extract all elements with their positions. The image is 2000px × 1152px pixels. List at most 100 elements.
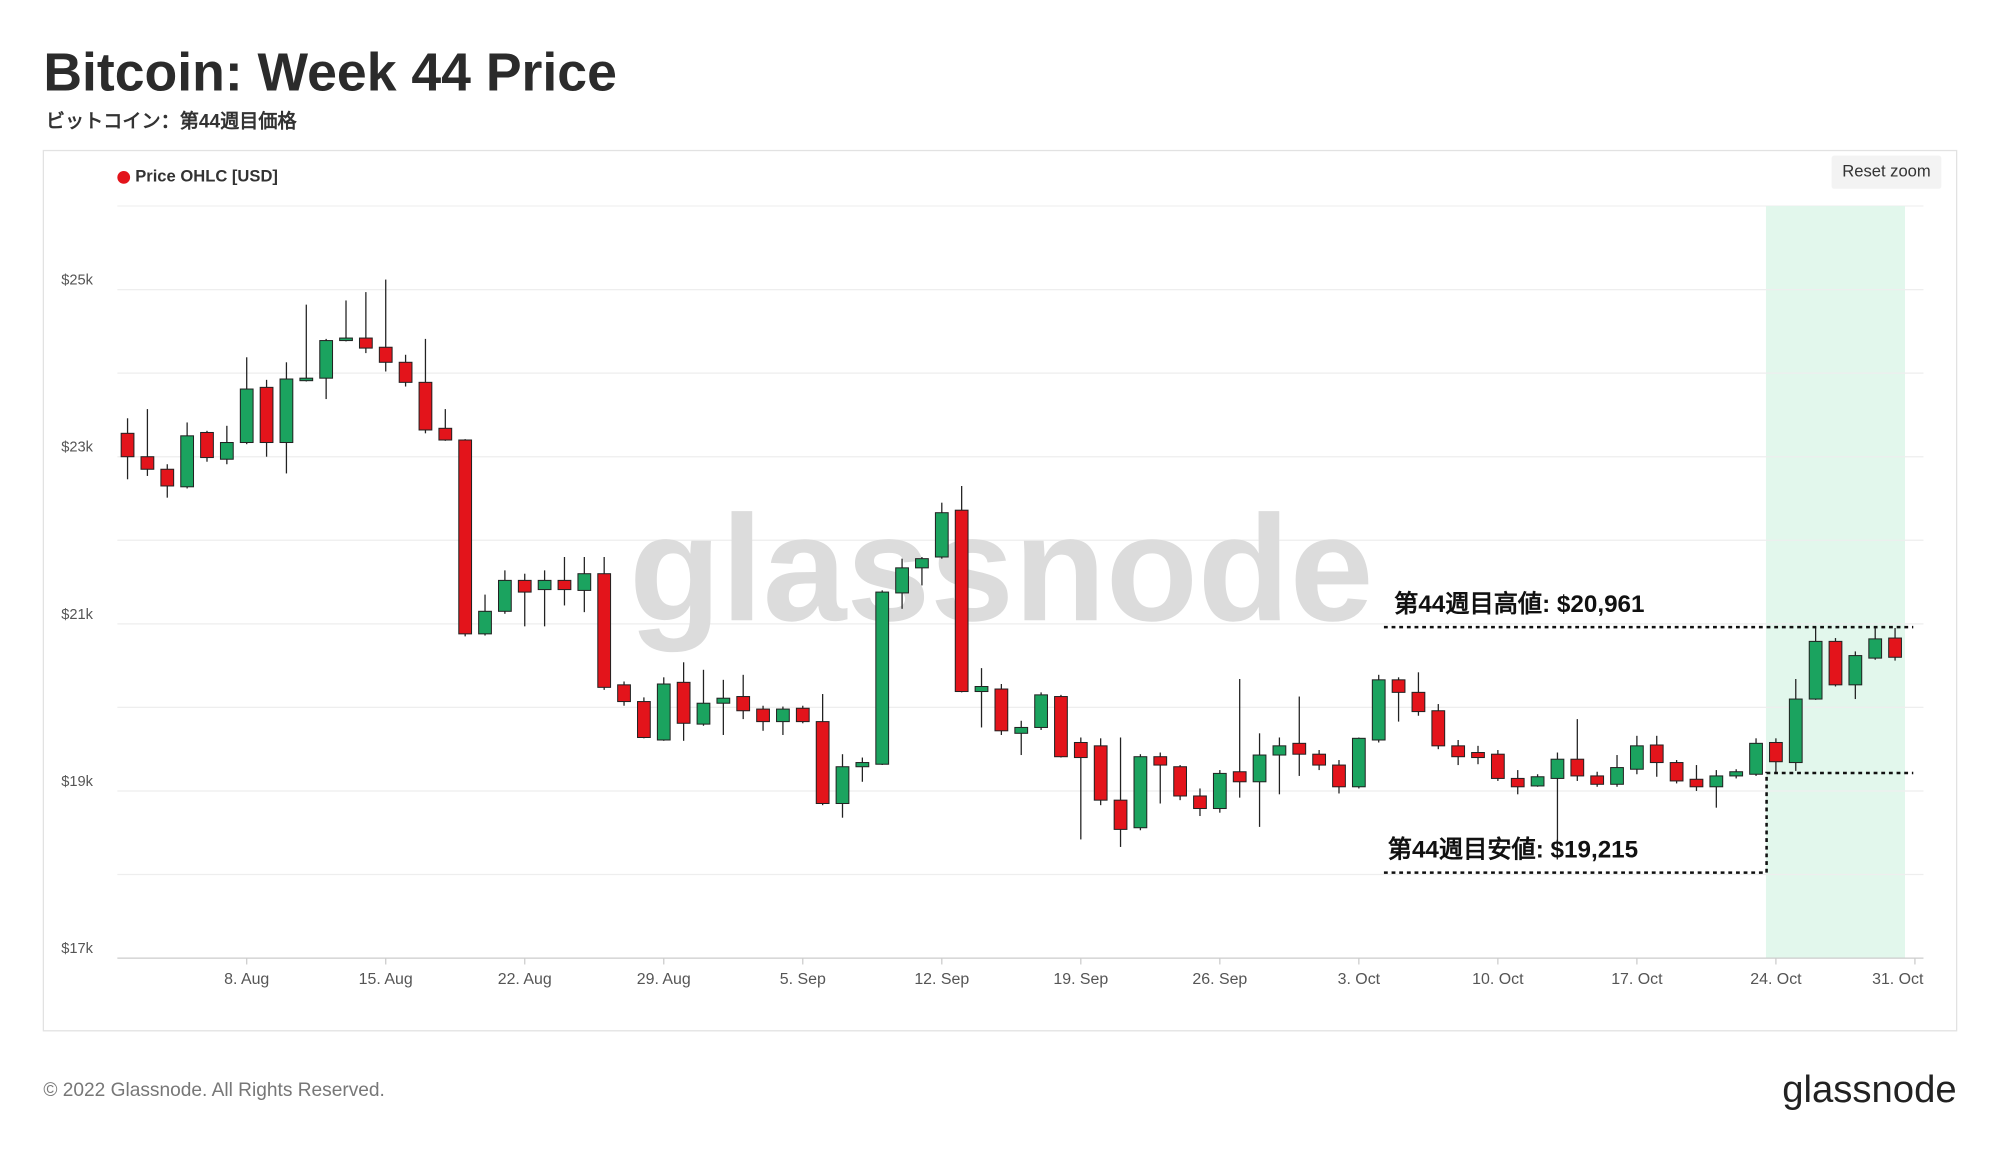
x-tick-label: 10. Oct <box>1472 971 1524 988</box>
x-tick-label: 15. Aug <box>359 971 413 988</box>
candle-body <box>1113 799 1128 830</box>
candle-body <box>597 573 612 688</box>
chart-title: Bitcoin: Week 44 Price <box>43 44 617 103</box>
candle-body <box>1729 771 1744 777</box>
logo: glassnode <box>1782 1068 1956 1111</box>
candle-body <box>140 456 155 470</box>
candle-body <box>517 579 532 593</box>
candle-body <box>478 610 492 635</box>
candle-body <box>120 432 135 458</box>
x-tick-label: 26. Sep <box>1192 971 1247 988</box>
candle-body <box>577 573 592 591</box>
y-tick-label: $17k <box>61 941 93 957</box>
x-tick-label: 8. Aug <box>224 971 269 988</box>
candle-body <box>776 708 790 723</box>
candle-body <box>219 442 234 460</box>
candle-body <box>1550 758 1565 779</box>
candle-body <box>557 579 572 591</box>
y-tick-label: $23k <box>61 440 93 456</box>
highlight-region <box>1765 206 1905 959</box>
legend-label[interactable]: Price OHLC [USD] <box>135 167 278 186</box>
candle-body <box>1193 795 1207 810</box>
x-tick-label: 19. Sep <box>1053 971 1108 988</box>
candle-body <box>1749 742 1763 775</box>
candle-body <box>1292 742 1307 755</box>
candle-body <box>1133 756 1148 829</box>
candle-body <box>537 579 552 591</box>
reset-zoom-label[interactable]: Reset zoom <box>1842 162 1930 181</box>
candle-body <box>1232 771 1247 783</box>
x-tick-label: 22. Aug <box>498 971 552 988</box>
candle-body <box>875 591 890 765</box>
y-tick-label: $19k <box>61 774 93 790</box>
candle-body <box>1073 741 1088 759</box>
candle-body <box>1212 772 1227 810</box>
candle-body <box>1590 775 1605 785</box>
candle-body <box>1014 726 1029 734</box>
candle-body <box>1351 737 1366 788</box>
candle-body <box>617 684 631 703</box>
candle-body <box>200 431 214 459</box>
candle-body <box>637 701 651 738</box>
x-tick-label: 3. Oct <box>1338 971 1381 988</box>
x-tick-label: 24. Oct <box>1750 971 1802 988</box>
candle-body <box>1332 764 1346 788</box>
candle-body <box>1490 753 1505 779</box>
candle-body <box>1610 767 1624 785</box>
candle-body <box>696 702 711 725</box>
candle-body <box>915 558 929 569</box>
candle-body <box>1371 679 1386 741</box>
candle-body <box>954 509 969 693</box>
candle-body <box>398 361 413 383</box>
y-tick-label: $25k <box>61 273 93 289</box>
candle-body <box>1471 752 1485 759</box>
x-tick-label: 29. Aug <box>637 971 691 988</box>
candle-body <box>1629 745 1644 770</box>
candle-body <box>1709 775 1724 788</box>
x-tick-label: 12. Sep <box>914 971 969 988</box>
candle-body <box>1788 698 1803 764</box>
candle-body <box>1054 696 1068 758</box>
candle-body <box>1769 741 1783 763</box>
candle-body <box>1451 745 1466 758</box>
candle-body <box>497 579 512 612</box>
candle-body <box>994 688 1009 732</box>
candle-body <box>319 340 334 379</box>
legend-marker <box>117 170 131 184</box>
annotation-line <box>1383 771 1914 874</box>
candle-body <box>974 686 989 693</box>
x-tick-label: 5. Sep <box>780 971 826 988</box>
candle-body <box>1510 777 1525 788</box>
candle-body <box>815 721 830 805</box>
candle-body <box>1808 640 1823 700</box>
reset-zoom-button[interactable] <box>1831 155 1942 189</box>
chart-subtitle: ビットコイン：第44週目価格 <box>46 110 298 133</box>
candle-body <box>656 683 671 741</box>
candle-body <box>1093 745 1108 801</box>
candle-body <box>180 435 195 488</box>
candle-body <box>1272 745 1287 756</box>
candle-body <box>1034 694 1048 728</box>
candle-body <box>378 346 393 363</box>
x-tick-label: 17. Oct <box>1611 971 1663 988</box>
candle-body <box>676 681 691 724</box>
candle-body <box>795 707 810 723</box>
candle-body <box>458 439 473 635</box>
watermark: glassnode <box>629 484 1373 652</box>
y-tick-label: $21k <box>61 607 93 623</box>
candle-body <box>1570 758 1585 777</box>
candle-body <box>1848 655 1863 686</box>
candle-body <box>1868 638 1883 659</box>
candle-body <box>855 762 870 768</box>
candle-body <box>1431 710 1446 747</box>
candle-body <box>1649 744 1664 764</box>
candle-body <box>756 708 770 723</box>
candle-body <box>259 386 274 444</box>
candle-body <box>1312 753 1327 766</box>
candle-body <box>1153 756 1168 766</box>
annotation-label: 第44週目高値: $20,961 <box>1394 590 1644 618</box>
candle-body <box>1391 679 1406 693</box>
candle-body <box>1669 762 1684 782</box>
candle-body <box>1173 766 1188 797</box>
